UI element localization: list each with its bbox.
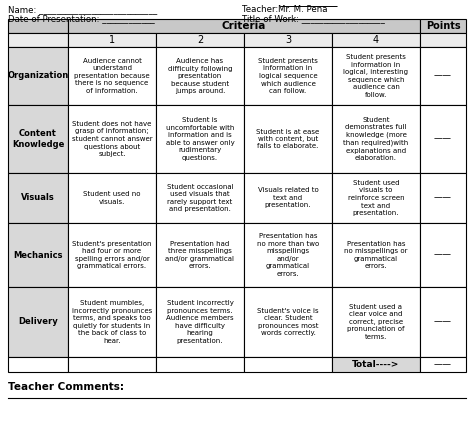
Text: Presentation has
no misspellings or
grammatical
errors.: Presentation has no misspellings or gram… — [344, 241, 408, 269]
Bar — [332, 173, 420, 223]
Bar — [156, 105, 244, 173]
Bar — [8, 357, 68, 372]
Bar — [68, 173, 156, 223]
Bar — [156, 47, 244, 105]
Bar — [156, 173, 244, 223]
Bar — [420, 223, 466, 287]
Bar — [68, 19, 420, 33]
Bar — [332, 287, 420, 357]
Bar — [332, 47, 420, 105]
Text: Audience cannot
understand
presentation because
there is no sequence
of informat: Audience cannot understand presentation … — [74, 58, 150, 94]
Text: ——: —— — [434, 317, 452, 326]
Bar — [156, 357, 244, 372]
Text: Organization: Organization — [8, 72, 69, 81]
Bar — [420, 105, 466, 173]
Bar — [244, 287, 332, 357]
Bar — [8, 173, 68, 223]
Bar — [68, 105, 156, 173]
Bar — [156, 287, 244, 357]
Bar — [68, 47, 156, 105]
Text: Student is
uncomfortable with
information and is
able to answer only
rudimentary: Student is uncomfortable with informatio… — [165, 117, 234, 161]
Bar — [8, 19, 68, 33]
Bar — [68, 223, 156, 287]
Text: Visuals: Visuals — [21, 193, 55, 202]
Bar — [8, 223, 68, 287]
Text: Presentation had
three misspellings
and/or grammatical
errors.: Presentation had three misspellings and/… — [165, 241, 235, 269]
Text: Student's presentation
had four or more
spelling errors and/or
grammatical error: Student's presentation had four or more … — [72, 241, 152, 269]
Bar — [332, 33, 420, 47]
Text: Teacher:: Teacher: — [242, 5, 281, 14]
Bar — [244, 47, 332, 105]
Text: Total---->: Total----> — [352, 360, 400, 369]
Bar — [420, 33, 466, 47]
Text: Content
Knowledge: Content Knowledge — [12, 129, 64, 149]
Text: Teacher Comments:: Teacher Comments: — [8, 382, 124, 392]
Text: Presentation has
no more than two
misspellings
and/or
grammatical
errors.: Presentation has no more than two misspe… — [257, 233, 319, 277]
Bar — [420, 287, 466, 357]
Text: Student incorrectly
pronounces terms.
Audience members
have difficulty
hearing
p: Student incorrectly pronounces terms. Au… — [166, 300, 234, 344]
Bar — [68, 33, 156, 47]
Text: Student presents
information in
logical sequence
which audience
can follow.: Student presents information in logical … — [258, 58, 318, 94]
Text: Name: ___________________________: Name: ___________________________ — [8, 5, 157, 14]
Bar — [68, 357, 156, 372]
Bar — [332, 105, 420, 173]
Text: Student occasional
used visuals that
rarely support text
and presentation.: Student occasional used visuals that rar… — [167, 184, 233, 212]
Bar — [244, 105, 332, 173]
Text: 4: 4 — [373, 35, 379, 45]
Text: Student used
visuals to
reinforce screen
text and
presentation.: Student used visuals to reinforce screen… — [348, 180, 404, 216]
Text: ——: —— — [434, 250, 452, 259]
Text: Student
demonstrates full
knowledge (more
than required)with
explanations and
el: Student demonstrates full knowledge (mor… — [343, 117, 409, 161]
Bar — [244, 33, 332, 47]
Text: 3: 3 — [285, 35, 291, 45]
Text: Student does not have
grasp of information;
student cannot answer
questions abou: Student does not have grasp of informati… — [72, 121, 152, 157]
Text: Student mumbles,
incorrectly pronounces
terms, and speaks too
quietly for studen: Student mumbles, incorrectly pronounces … — [72, 300, 152, 344]
Text: ——: —— — [434, 135, 452, 144]
Text: Student is at ease
with content, but
fails to elaborate.: Student is at ease with content, but fai… — [256, 129, 319, 150]
Bar — [420, 19, 466, 33]
Bar — [68, 287, 156, 357]
Bar — [332, 357, 420, 372]
Text: ——: —— — [434, 193, 452, 202]
Text: Student's voice is
clear. Student
pronounces most
words correctly.: Student's voice is clear. Student pronou… — [257, 308, 319, 336]
Bar — [420, 47, 466, 105]
Bar — [8, 47, 68, 105]
Bar — [244, 223, 332, 287]
Bar — [420, 173, 466, 223]
Text: Delivery: Delivery — [18, 317, 58, 326]
Bar — [244, 173, 332, 223]
Bar — [8, 33, 68, 47]
Text: Visuals related to
text and
presentation.: Visuals related to text and presentation… — [258, 187, 319, 208]
Text: Student used a
clear voice and
correct, precise
pronunciation of
terms.: Student used a clear voice and correct, … — [347, 304, 405, 340]
Text: ——: —— — [434, 72, 452, 81]
Text: Mr. M. Pena: Mr. M. Pena — [278, 5, 328, 14]
Text: 1: 1 — [109, 35, 115, 45]
Text: Audience has
difficulty following
presentation
because student
jumps around.: Audience has difficulty following presen… — [168, 58, 232, 94]
Bar — [156, 33, 244, 47]
Text: Criteria: Criteria — [222, 21, 266, 31]
Text: Student used no
visuals.: Student used no visuals. — [83, 191, 141, 205]
Bar — [8, 105, 68, 173]
Bar — [420, 357, 466, 372]
Text: ——: —— — [434, 360, 452, 369]
Bar — [332, 223, 420, 287]
Bar — [8, 287, 68, 357]
Bar — [156, 223, 244, 287]
Text: Student presents
information in
logical, interesting
sequence which
audience can: Student presents information in logical,… — [344, 54, 409, 98]
Bar — [244, 357, 332, 372]
Text: 2: 2 — [197, 35, 203, 45]
Text: Points: Points — [426, 21, 460, 31]
Text: Mechanics: Mechanics — [13, 250, 63, 259]
Text: Title of Work: ___________________: Title of Work: ___________________ — [242, 14, 385, 23]
Text: Date of Presentation: ____________: Date of Presentation: ____________ — [8, 14, 155, 23]
